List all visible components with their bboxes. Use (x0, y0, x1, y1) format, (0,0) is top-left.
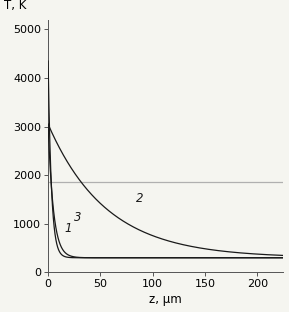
Text: 1: 1 (64, 222, 72, 235)
Text: 3: 3 (74, 212, 81, 224)
Text: 2: 2 (136, 192, 144, 205)
X-axis label: z, μm: z, μm (149, 294, 182, 306)
Y-axis label: T, K: T, K (4, 0, 26, 12)
